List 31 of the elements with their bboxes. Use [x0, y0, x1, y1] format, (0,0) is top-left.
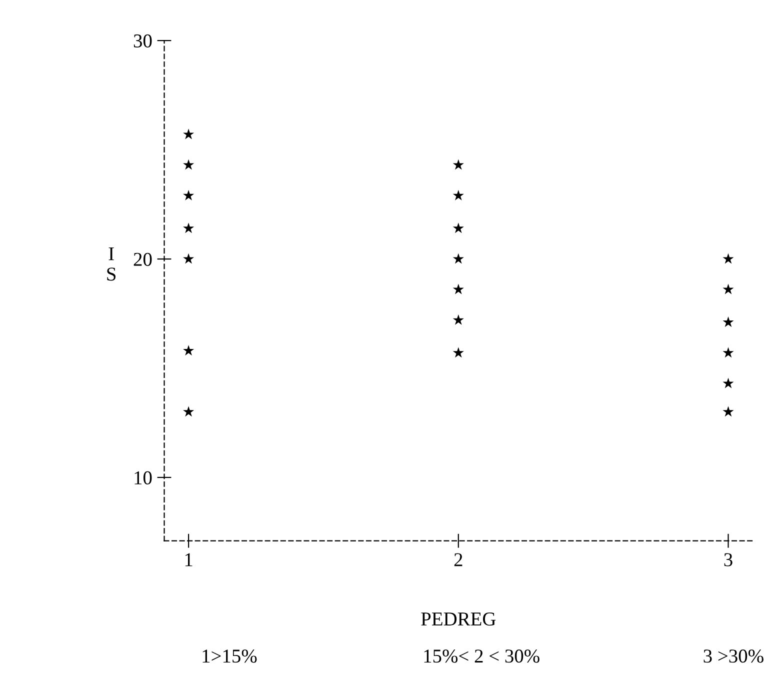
point: [183, 344, 194, 356]
x-tick-label: 2: [454, 553, 462, 566]
point: [183, 159, 194, 170]
point: [183, 222, 194, 234]
point: [722, 378, 734, 388]
x-axis-title: PEDREG: [421, 612, 496, 626]
point: [183, 253, 194, 264]
text: 15%< 2 < 30%: [424, 650, 540, 663]
point: [452, 190, 464, 200]
point: [722, 316, 734, 328]
x-tick-label: 1: [185, 553, 192, 566]
y-tick-label: 30: [134, 34, 152, 48]
x-tick-label: 3: [724, 553, 732, 566]
point: [452, 314, 464, 325]
point: [722, 347, 734, 358]
point: [452, 347, 464, 358]
point: [183, 190, 194, 200]
point: [452, 284, 464, 294]
text: 3 >30%: [704, 650, 764, 663]
point: [722, 406, 734, 417]
point: [183, 128, 194, 140]
text: 1>15%: [202, 650, 257, 663]
y-tick-label: 10: [134, 471, 152, 484]
point: [722, 253, 734, 264]
y-tick-label: 20: [134, 252, 152, 266]
point: [722, 284, 734, 294]
point: [183, 406, 194, 417]
y-axis-title: IS: [107, 247, 116, 281]
point: [452, 253, 464, 264]
point: [452, 159, 464, 170]
point: [452, 222, 464, 234]
